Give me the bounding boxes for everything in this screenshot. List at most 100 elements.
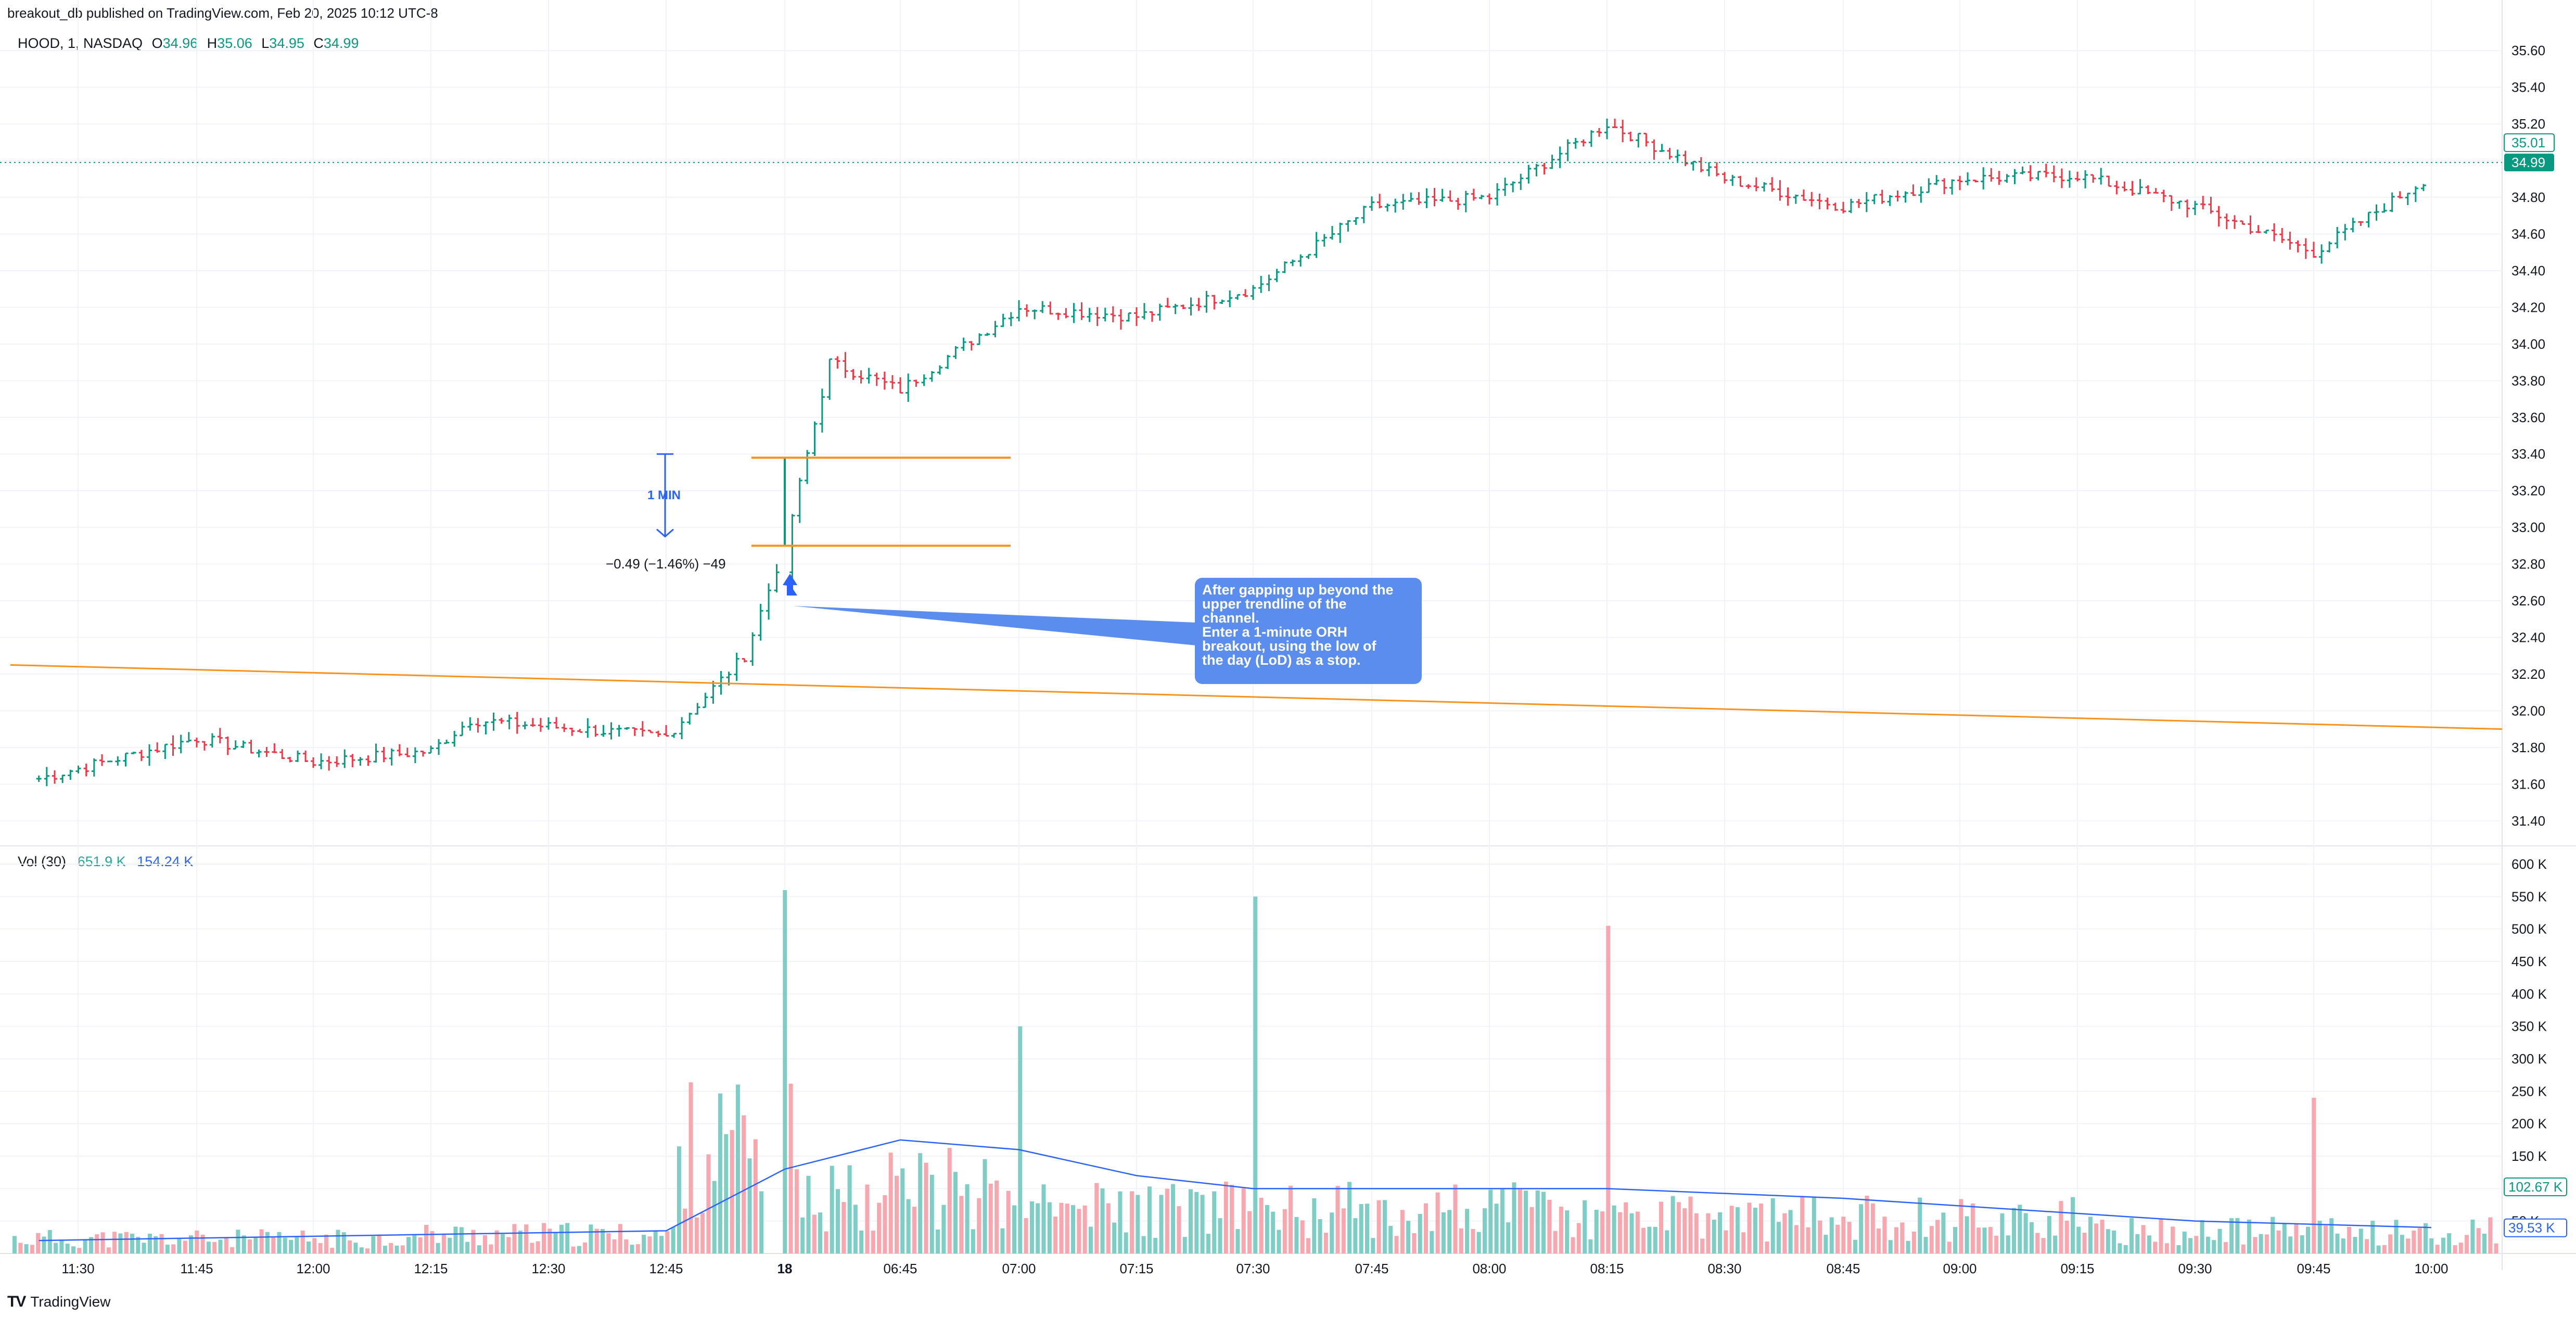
volume-bar	[1829, 1217, 1834, 1253]
volume-bar	[1335, 1186, 1340, 1253]
volume-bar	[1171, 1184, 1176, 1253]
volume-bar	[994, 1180, 999, 1253]
volume-bar	[1835, 1224, 1840, 1253]
volume-bar	[436, 1243, 440, 1253]
volume-bar	[1077, 1209, 1081, 1253]
volume-bar	[2071, 1197, 2075, 1253]
volume-bar	[2323, 1225, 2328, 1253]
volume-bar	[1847, 1222, 1852, 1253]
volume-bar	[30, 1245, 34, 1253]
volume-bar	[441, 1234, 446, 1253]
volume-bar	[1724, 1230, 1728, 1253]
price-tick-label: 33.80	[2511, 373, 2545, 388]
volume-bar	[1136, 1195, 1140, 1253]
volume-bar	[571, 1246, 576, 1253]
volume-bar	[1100, 1188, 1105, 1253]
volume-bar	[1382, 1200, 1387, 1253]
channel-trendline[interactable]	[10, 664, 2503, 730]
volume-bar	[1476, 1232, 1481, 1253]
volume-bar	[2147, 1235, 2151, 1253]
volume-bar	[295, 1237, 299, 1253]
price-tick-label: 32.40	[2511, 630, 2545, 645]
volume-bar	[1823, 1234, 1828, 1253]
volume-bar	[747, 1158, 752, 1253]
volume-bar	[2182, 1231, 2187, 1253]
volume-bar	[1277, 1230, 1281, 1253]
volume-bar	[2347, 1226, 2352, 1253]
volume-bar	[265, 1232, 270, 1253]
volume-bar	[1500, 1188, 1504, 1253]
volume-bar	[806, 1175, 811, 1253]
volume-bar	[959, 1196, 964, 1253]
volume-bar	[1024, 1218, 1028, 1253]
close-label: C	[313, 35, 324, 51]
volume-bar	[742, 1115, 746, 1253]
volume-bar	[1130, 1191, 1134, 1253]
volume-bar	[1000, 1228, 1005, 1253]
volume-bar	[2271, 1217, 2275, 1253]
volume-bar	[542, 1223, 546, 1253]
close-value: 34.99	[323, 35, 359, 51]
volume-bar	[1247, 1211, 1252, 1253]
annotation-note[interactable]: After gapping up beyond the upper trendl…	[1195, 578, 1422, 684]
volume-bar	[382, 1246, 387, 1253]
volume-bar	[1230, 1184, 1234, 1253]
volume-bar	[1212, 1191, 1217, 1253]
symbol-label[interactable]: HOOD, 1, NASDAQ	[18, 35, 143, 51]
volume-bar	[2388, 1234, 2393, 1253]
volume-bar	[783, 890, 787, 1253]
volume-bar	[818, 1212, 823, 1253]
volume-bar	[42, 1236, 46, 1253]
volume-bar	[2365, 1239, 2369, 1253]
volume-bar	[642, 1235, 646, 1253]
volume-bar	[2082, 1232, 2087, 1253]
volume-bar	[2100, 1220, 2105, 1253]
volume-bar	[947, 1148, 952, 1253]
volume-bar	[2424, 1223, 2428, 1253]
volume-bar	[1553, 1231, 1558, 1253]
volume-bar	[1600, 1211, 1604, 1253]
volume-bar	[1347, 1182, 1352, 1253]
volume-bar	[1782, 1213, 1787, 1253]
volume-bar	[724, 1134, 729, 1253]
volume-bar	[341, 1232, 346, 1253]
volume-value-badge	[2504, 1218, 2567, 1237]
volume-value-badge	[2504, 1177, 2567, 1197]
time-tick-label: 12:30	[531, 1261, 565, 1276]
volume-bar	[1094, 1183, 1099, 1253]
volume-bar	[1588, 1239, 1593, 1253]
volume-bar	[1606, 926, 1611, 1253]
volume-bar	[1271, 1211, 1276, 1253]
volume-bar	[1294, 1217, 1299, 1253]
volume-bar	[1006, 1191, 1011, 1253]
volume-bar	[2118, 1243, 2122, 1253]
price-tick-label: 33.40	[2511, 446, 2545, 462]
volume-bar	[1018, 1026, 1023, 1253]
volume-bar	[577, 1246, 581, 1253]
volume-bar	[489, 1244, 493, 1253]
price-tick-label: 35.40	[2511, 80, 2545, 95]
volume-bar	[2235, 1218, 2240, 1253]
volume-bar	[1982, 1227, 1987, 1253]
volume-tick-label: 450 K	[2511, 954, 2547, 969]
price-tick-label: 32.20	[2511, 666, 2545, 682]
time-tick-label: 18	[777, 1261, 793, 1276]
volume-bar	[841, 1202, 846, 1253]
volume-bar	[1547, 1199, 1552, 1253]
volume-bar	[1911, 1231, 1916, 1253]
volume-bar	[1388, 1225, 1393, 1253]
volume-bar	[2141, 1225, 2146, 1253]
volume-bar	[165, 1244, 170, 1253]
volume-bar	[348, 1240, 352, 1253]
volume-bar	[753, 1139, 758, 1253]
tradingview-brand[interactable]: TV TradingView	[7, 1293, 110, 1311]
volume-label[interactable]: Vol (30)	[18, 854, 67, 869]
volume-bar	[412, 1235, 417, 1253]
volume-bar	[1194, 1192, 1199, 1253]
volume-bar	[594, 1229, 599, 1253]
volume-bar	[859, 1230, 864, 1253]
volume-bar	[1189, 1189, 1193, 1253]
volume-bar	[124, 1232, 129, 1253]
volume-bar	[154, 1236, 158, 1253]
